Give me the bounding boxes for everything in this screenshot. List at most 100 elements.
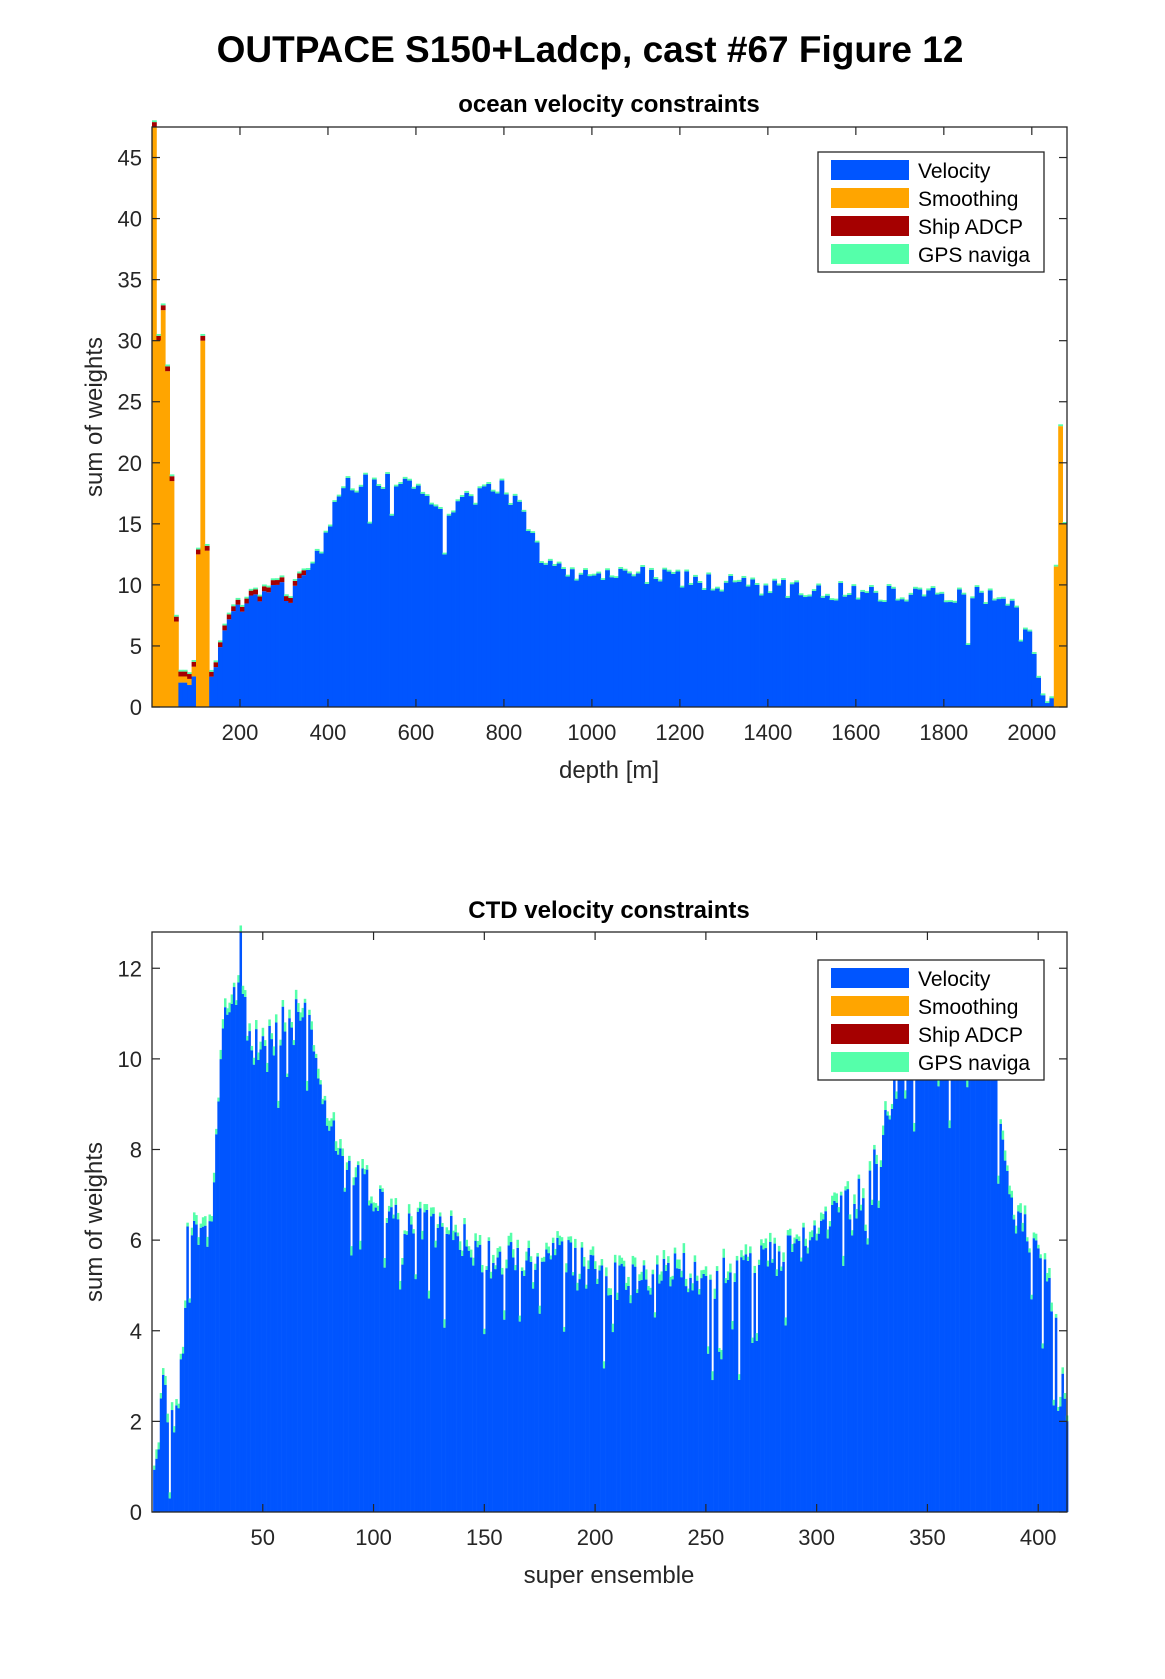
smoothing-bar bbox=[200, 340, 206, 707]
legend-gps-label: GPS naviga bbox=[918, 244, 1030, 267]
velocity-bar bbox=[571, 1275, 575, 1512]
gps-navigation-bar bbox=[666, 569, 672, 572]
velocity-bar bbox=[1054, 1317, 1058, 1512]
gps-navigation-bar bbox=[314, 1053, 318, 1058]
velocity-bar bbox=[461, 1255, 464, 1512]
gps-navigation-bar bbox=[350, 1246, 353, 1256]
gps-navigation-bar bbox=[323, 1095, 327, 1101]
velocity-bar bbox=[831, 1204, 834, 1512]
gps-navigation-bar bbox=[509, 1232, 513, 1243]
gps-navigation-bar bbox=[749, 1246, 752, 1254]
velocity-bar bbox=[970, 598, 976, 707]
velocity-bar bbox=[270, 1039, 274, 1512]
gps-navigation-bar bbox=[212, 1172, 216, 1183]
ship-adcp-bar bbox=[182, 671, 188, 677]
gps-navigation-bar bbox=[192, 1212, 196, 1221]
gps-navigation-bar bbox=[1018, 639, 1024, 642]
velocity-bar bbox=[434, 1247, 437, 1512]
gps-navigation-bar bbox=[434, 1240, 437, 1248]
gps-navigation-bar bbox=[829, 598, 835, 601]
velocity-bar bbox=[1012, 1219, 1016, 1512]
gps-navigation-bar bbox=[301, 1007, 305, 1018]
velocity-bar bbox=[895, 600, 901, 707]
gps-navigation-bar bbox=[290, 1021, 293, 1028]
gps-navigation-bar bbox=[882, 1125, 885, 1136]
velocity-bar bbox=[178, 682, 184, 707]
velocity-bar bbox=[829, 600, 835, 707]
velocity-bar bbox=[354, 492, 360, 707]
velocity-bar bbox=[757, 1264, 761, 1512]
gps-navigation-bar bbox=[715, 586, 720, 589]
velocity-bar bbox=[816, 585, 822, 707]
ctd-velocity-title: CTD velocity constraints bbox=[468, 897, 749, 924]
velocity-bar bbox=[693, 576, 698, 707]
gps-navigation-bar bbox=[913, 1122, 916, 1132]
gps-navigation-bar bbox=[372, 1202, 375, 1212]
velocity-bar bbox=[352, 1185, 356, 1512]
gps-navigation-bar bbox=[607, 1288, 610, 1296]
gps-navigation-bar bbox=[472, 1257, 475, 1266]
velocity-bar bbox=[228, 1012, 231, 1512]
velocity-bar bbox=[562, 1331, 566, 1512]
gps-navigation-bar bbox=[605, 568, 610, 571]
gps-navigation-bar bbox=[1063, 1393, 1067, 1399]
gps-navigation-bar bbox=[179, 1353, 183, 1360]
velocity-bar bbox=[517, 501, 522, 707]
gps-navigation-bar bbox=[257, 594, 263, 597]
velocity-bar bbox=[310, 563, 316, 707]
gps-navigation-bar bbox=[361, 1158, 364, 1169]
gps-navigation-bar bbox=[913, 586, 918, 589]
gps-navigation-bar bbox=[281, 1000, 285, 1007]
velocity-bar bbox=[691, 1290, 694, 1512]
gps-navigation-bar bbox=[465, 1239, 469, 1247]
velocity-bar bbox=[446, 515, 452, 707]
velocity-bar bbox=[359, 1249, 362, 1512]
gps-navigation-bar bbox=[314, 548, 320, 551]
velocity-bar bbox=[706, 1353, 710, 1512]
velocity-bar bbox=[899, 1049, 903, 1512]
velocity-bar bbox=[780, 1270, 783, 1512]
velocity-bar bbox=[767, 593, 773, 707]
velocity-bar bbox=[986, 1072, 989, 1512]
velocity-bar bbox=[308, 1015, 311, 1512]
velocity-bar bbox=[605, 1276, 608, 1512]
gps-navigation-bar bbox=[847, 593, 852, 595]
velocity-bar bbox=[763, 585, 769, 707]
gps-navigation-bar bbox=[618, 1255, 621, 1266]
gps-navigation-bar bbox=[943, 600, 949, 603]
gps-navigation-bar bbox=[414, 1274, 418, 1280]
gps-navigation-bar bbox=[808, 1231, 812, 1241]
velocity-bar bbox=[279, 582, 285, 707]
gps-navigation-bar bbox=[1037, 1244, 1040, 1249]
gps-navigation-bar bbox=[1008, 1185, 1011, 1195]
gps-navigation-bar bbox=[640, 565, 646, 567]
gps-navigation-bar bbox=[359, 1240, 362, 1250]
gps-navigation-bar bbox=[754, 583, 760, 585]
velocity-bar bbox=[250, 1050, 254, 1512]
gps-navigation-bar bbox=[644, 582, 650, 584]
velocity-bar bbox=[609, 1294, 613, 1512]
gps-navigation-bar bbox=[638, 1274, 641, 1281]
velocity-bar bbox=[970, 1054, 974, 1512]
velocity-bar bbox=[166, 1422, 169, 1512]
gps-navigation-bar bbox=[1014, 1225, 1018, 1234]
velocity-bar bbox=[530, 532, 536, 707]
ship-adcp-bar bbox=[169, 476, 175, 482]
gps-navigation-bar bbox=[365, 1165, 369, 1170]
velocity-bar bbox=[994, 1071, 998, 1512]
gps-navigation-bar bbox=[336, 1147, 340, 1155]
velocity-bar bbox=[675, 571, 681, 707]
gps-navigation-bar bbox=[427, 1290, 431, 1299]
x-tick-label: 800 bbox=[486, 720, 523, 745]
y-tick-label: 35 bbox=[118, 268, 142, 293]
velocity-bar bbox=[1018, 641, 1024, 707]
gps-navigation-bar bbox=[483, 1328, 486, 1335]
gps-navigation-bar bbox=[574, 578, 580, 581]
velocity-bar bbox=[578, 1279, 581, 1512]
ship-adcp-bar bbox=[266, 587, 272, 593]
gps-navigation-bar bbox=[642, 1260, 646, 1266]
velocity-bar bbox=[334, 1150, 338, 1512]
velocity-bar bbox=[321, 1104, 325, 1512]
gps-navigation-bar bbox=[490, 489, 496, 492]
velocity-bar bbox=[1010, 1197, 1014, 1512]
